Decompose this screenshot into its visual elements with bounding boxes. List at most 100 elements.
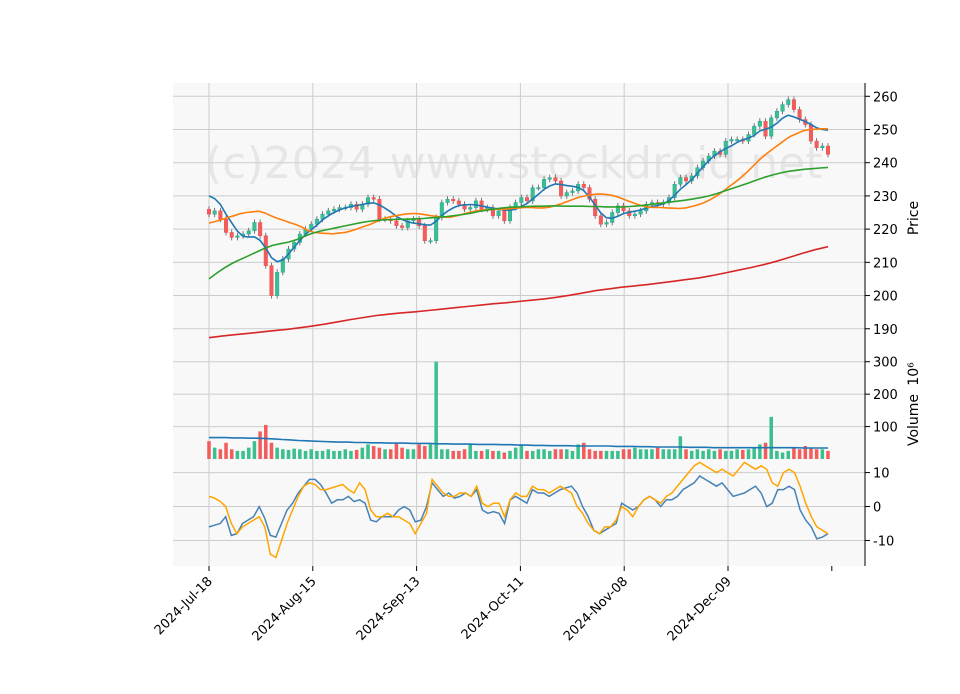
volume-bar [229, 449, 234, 459]
y-tick-label: 230 [873, 190, 898, 205]
volume-bar [752, 447, 756, 459]
volume-axis-label: Volume [906, 394, 922, 446]
volume-bar [644, 449, 649, 459]
volume-bar [366, 444, 370, 459]
volume-bar [729, 450, 734, 459]
candle-down [825, 145, 831, 155]
candle-up [326, 210, 331, 215]
candle-down [377, 198, 382, 220]
candle-up [604, 222, 609, 225]
volume-bar [491, 450, 495, 459]
volume-bar [235, 450, 240, 459]
y-tick-label: 260 [873, 90, 898, 105]
candle-down [218, 210, 223, 220]
volume-bar [286, 449, 291, 459]
candle-down [354, 203, 359, 210]
volume-bar [769, 416, 773, 459]
volume-bar [758, 444, 762, 459]
y-tick-label: 240 [873, 157, 898, 172]
volume-bar [474, 450, 478, 459]
x-tick-label: 2024-Aug-15 [250, 574, 320, 644]
candle-up [212, 210, 217, 215]
candle-up [564, 192, 569, 197]
candle-up [275, 272, 280, 296]
candle-down [553, 177, 558, 182]
candle-up [246, 230, 251, 235]
candle-down [502, 210, 507, 222]
candle-up [632, 213, 637, 217]
volume-bar [388, 449, 393, 459]
x-tick-label: 2024-Nov-08 [561, 574, 631, 644]
volume-bar [689, 450, 694, 459]
volume-bar [326, 449, 331, 459]
volume-bar [332, 450, 336, 459]
candle-up [445, 198, 450, 203]
volume-bar [246, 447, 251, 459]
volume-bar [508, 450, 512, 459]
volume-bar [593, 450, 597, 459]
candle-up [729, 139, 734, 142]
candle-up [752, 125, 757, 135]
volume-bar [468, 444, 472, 459]
y-tick-label: 100 [873, 421, 898, 436]
candle-up [530, 187, 535, 202]
volume-bar [621, 449, 626, 459]
candle-down [224, 218, 229, 233]
candle-down [422, 225, 427, 241]
candle-down [581, 184, 586, 188]
candle-down [525, 197, 530, 202]
candle-up [365, 197, 371, 205]
volume-bar [820, 449, 825, 459]
volume-bar [792, 447, 796, 459]
candle-down [791, 99, 796, 110]
candle-down [621, 205, 626, 212]
volume-bar [661, 449, 666, 459]
y-tick-label: -10 [873, 535, 894, 550]
candle-down [587, 187, 592, 200]
candle-up [735, 139, 740, 141]
volume-bar [428, 444, 433, 459]
volume-bar [553, 449, 558, 459]
candle-down [206, 208, 212, 215]
y-tick-label: 200 [873, 290, 898, 305]
volume-bar [746, 449, 751, 459]
ma-line-ma100 [208, 245, 829, 339]
volume-bar [377, 447, 382, 459]
volume-bar [343, 449, 348, 459]
candle-up [615, 205, 620, 213]
volume-bar [667, 449, 671, 459]
volume-bar [718, 449, 722, 459]
volume-bar [695, 449, 700, 459]
volume-panel [173, 352, 865, 459]
candle-down [258, 222, 263, 237]
volume-bar [701, 450, 705, 459]
volume-bar [797, 449, 802, 459]
volume-bar [241, 450, 245, 459]
y-tick-label: 210 [873, 256, 898, 271]
volume-bar [547, 450, 552, 459]
x-tick-label: 2024-Jul-18 [152, 574, 216, 638]
watermark: (c)2024 www.stockdroid.net [205, 138, 822, 189]
candle-down [400, 225, 405, 228]
volume-bar [599, 450, 603, 459]
candle-up [405, 220, 410, 228]
volume-bar [587, 449, 592, 459]
volume-bar [633, 447, 637, 459]
volume-bar [559, 449, 563, 459]
volume-bar [496, 450, 501, 459]
volume-bar [502, 452, 507, 459]
candle-up [757, 120, 762, 127]
x-tick-label: 2024-Oct-11 [459, 574, 527, 642]
volume-bar [218, 449, 223, 459]
candle-up [536, 187, 541, 190]
volume-bar [775, 450, 779, 459]
volume-bar [706, 449, 711, 459]
volume-bar [542, 449, 546, 459]
volume-bar [786, 450, 791, 459]
y-tick-label: 10 [873, 467, 890, 482]
volume-bar [576, 444, 580, 459]
volume-bar [570, 450, 575, 459]
price-axis-label: Price [906, 201, 922, 235]
volume-bar [451, 450, 455, 459]
